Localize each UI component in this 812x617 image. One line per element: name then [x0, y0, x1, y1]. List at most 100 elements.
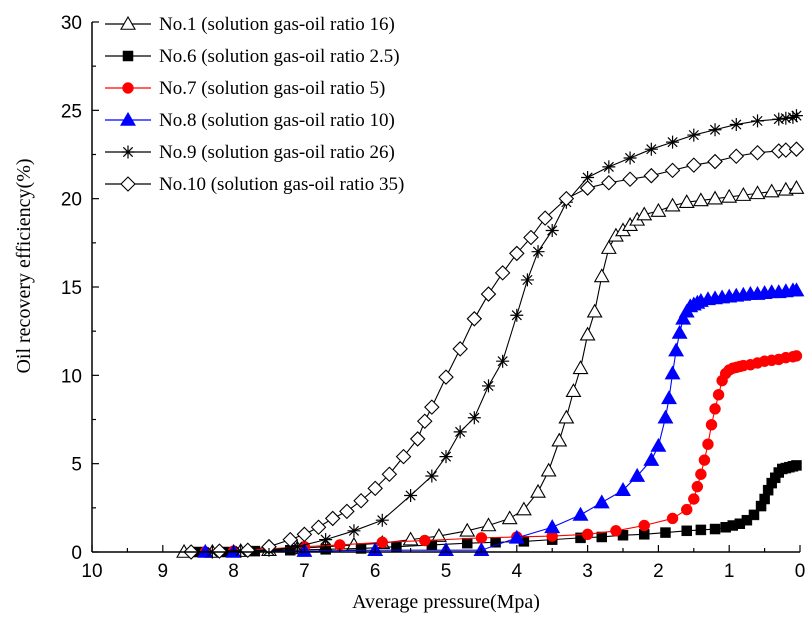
- data-point: [581, 528, 594, 541]
- y-tick-label: 30: [61, 13, 82, 34]
- data-point: [424, 399, 440, 415]
- x-tick-label: 0: [795, 561, 806, 582]
- data-point: [788, 179, 805, 194]
- data-point: [666, 512, 679, 525]
- data-point: [459, 522, 476, 537]
- data-point: [480, 286, 497, 302]
- data-point: [671, 324, 688, 339]
- data-point: [501, 510, 518, 525]
- x-tick-label: 1: [724, 561, 735, 582]
- data-point: [735, 187, 752, 201]
- data-point: [708, 123, 722, 137]
- legend-item: No.10 (solution gas-oil ratio 35): [105, 174, 404, 195]
- data-point: [596, 531, 608, 543]
- data-point: [404, 488, 418, 502]
- data-point: [467, 411, 481, 425]
- data-point: [579, 326, 596, 341]
- x-tick-label: 8: [228, 561, 239, 582]
- x-tick-label: 7: [299, 561, 310, 582]
- data-point: [481, 379, 495, 393]
- data-point: [687, 128, 701, 142]
- data-point: [666, 135, 680, 149]
- data-point: [425, 469, 439, 483]
- data-point: [600, 240, 617, 254]
- data-point: [579, 180, 596, 196]
- series-line: [184, 187, 797, 553]
- data-point: [681, 525, 692, 537]
- data-point: [680, 503, 693, 516]
- data-point: [586, 303, 603, 318]
- series-line: [205, 355, 797, 553]
- data-point: [461, 537, 473, 549]
- data-point: [376, 536, 389, 549]
- data-point: [523, 229, 539, 246]
- data-point: [772, 112, 786, 126]
- data-point: [759, 493, 770, 505]
- data-point: [705, 419, 718, 431]
- data-point: [691, 480, 704, 493]
- data-point: [622, 171, 638, 188]
- data-point: [572, 506, 589, 521]
- data-point: [409, 431, 426, 447]
- data-point: [416, 413, 433, 430]
- data-point: [558, 190, 575, 207]
- data-point: [475, 532, 488, 544]
- data-point: [438, 369, 454, 385]
- data-point: [675, 310, 692, 325]
- legend-label: No.6 (solution gas-oil ratio 2.5): [159, 46, 400, 67]
- data-point: [593, 494, 610, 509]
- data-point: [402, 531, 419, 546]
- data-point: [749, 185, 766, 200]
- data-point: [615, 482, 631, 496]
- y-tick-label: 25: [61, 101, 82, 122]
- data-point: [565, 383, 582, 398]
- data-point: [643, 452, 660, 466]
- data-point: [610, 525, 622, 537]
- legend-label: No.8 (solution gas-oil ratio 10): [159, 110, 395, 131]
- data-point: [688, 493, 700, 505]
- data-point: [581, 170, 595, 184]
- y-tick-label: 10: [61, 366, 82, 387]
- series-1: [176, 179, 805, 558]
- y-tick-label: 15: [61, 278, 82, 299]
- data-point: [601, 174, 617, 191]
- data-point: [777, 181, 794, 196]
- data-point: [296, 526, 313, 543]
- x-tick-label: 4: [512, 561, 523, 582]
- legend-item: No.7 (solution gas-oil ratio 5): [105, 78, 385, 99]
- data-point: [661, 390, 677, 405]
- data-point: [660, 527, 671, 538]
- data-point: [395, 448, 412, 465]
- data-point: [791, 460, 802, 471]
- data-point: [282, 531, 299, 548]
- data-point: [636, 206, 653, 221]
- data-point: [702, 438, 714, 450]
- data-point: [668, 342, 685, 357]
- data-point: [347, 524, 361, 538]
- series-6: [183, 141, 805, 560]
- data-point: [419, 534, 431, 547]
- data-point: [453, 425, 467, 439]
- data-point: [695, 524, 707, 536]
- legend-marker: [120, 176, 136, 192]
- data-point: [786, 110, 800, 124]
- legend-item: No.8 (solution gas-oil ratio 10): [105, 110, 395, 131]
- series-4: [197, 282, 805, 558]
- legend-item: No.9 (solution gas-oil ratio 26): [105, 142, 395, 163]
- data-point: [657, 409, 674, 424]
- data-point: [261, 538, 277, 555]
- data-point: [494, 265, 511, 281]
- data-point: [324, 510, 341, 527]
- data-point: [788, 282, 805, 297]
- legend-marker: [120, 15, 136, 30]
- data-point: [367, 480, 383, 497]
- data-point: [748, 509, 760, 521]
- data-point: [515, 501, 532, 516]
- data-point: [779, 111, 793, 125]
- data-point: [643, 167, 660, 184]
- data-point: [353, 492, 369, 509]
- data-point: [664, 197, 681, 212]
- data-point: [537, 210, 553, 226]
